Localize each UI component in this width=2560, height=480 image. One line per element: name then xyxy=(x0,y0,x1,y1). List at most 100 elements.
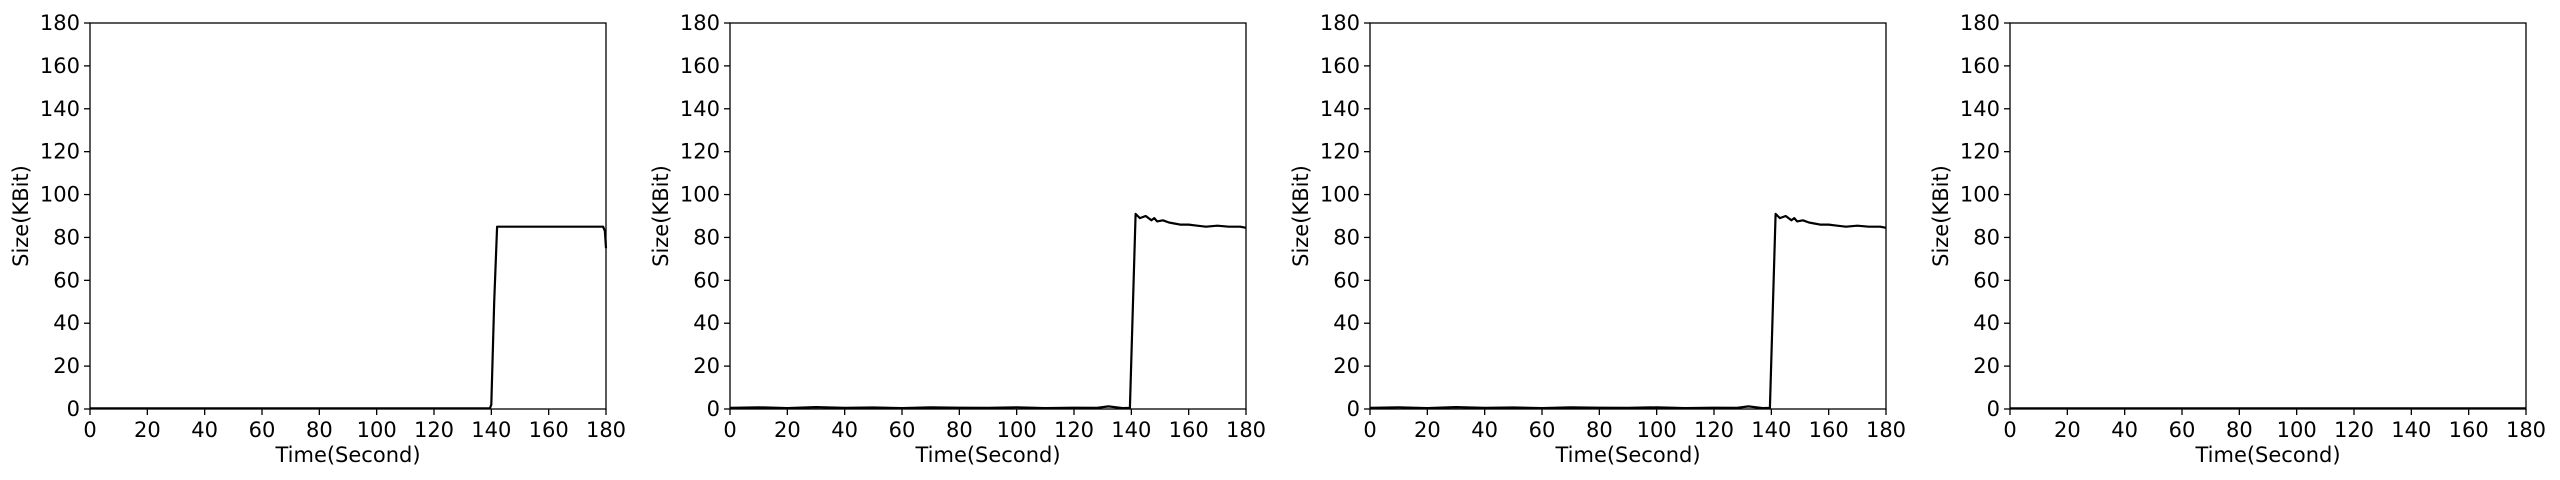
x-tick-label: 120 xyxy=(1054,418,1094,442)
y-tick-label: 120 xyxy=(40,140,80,164)
y-tick-label: 100 xyxy=(1320,183,1360,207)
x-tick-label: 20 xyxy=(774,418,801,442)
y-tick-label: 80 xyxy=(1973,225,2000,249)
x-tick-label: 140 xyxy=(2391,418,2431,442)
y-tick-label: 180 xyxy=(1960,11,2000,35)
x-tick-label: 120 xyxy=(2334,418,2374,442)
x-tick-label: 80 xyxy=(2226,418,2253,442)
y-tick-label: 20 xyxy=(693,354,720,378)
y-tick-label: 40 xyxy=(1333,311,1360,335)
y-tick-label: 80 xyxy=(693,225,720,249)
y-tick-label: 140 xyxy=(40,97,80,121)
y-tick-label: 60 xyxy=(1333,268,1360,292)
y-tick-label: 100 xyxy=(680,183,720,207)
y-axis-label: Size(KBit) xyxy=(1289,165,1313,267)
plot-frame xyxy=(89,22,607,410)
y-tick-label: 120 xyxy=(1320,140,1360,164)
y-axis-label: Size(KBit) xyxy=(1929,165,1953,267)
y-tick-label: 160 xyxy=(1960,54,2000,78)
x-tick-label: 80 xyxy=(1586,418,1613,442)
x-axis-label: Time(Second) xyxy=(2194,443,2340,467)
y-tick-label: 180 xyxy=(680,11,720,35)
y-tick-label: 160 xyxy=(40,54,80,78)
plot-frame xyxy=(2009,22,2527,410)
y-tick-label: 100 xyxy=(40,183,80,207)
x-tick-label: 160 xyxy=(2449,418,2489,442)
y-tick-label: 120 xyxy=(680,140,720,164)
y-tick-label: 0 xyxy=(1347,397,1360,421)
y-tick-label: 180 xyxy=(40,11,80,35)
x-tick-label: 60 xyxy=(249,418,276,442)
chart-panel-2: 0 20 40 60 80 100 120 140 160 180 0 20 40 60 80 100 120 1… xyxy=(649,11,1266,467)
plot-frame xyxy=(1369,22,1887,410)
x-axis-label: Time(Second) xyxy=(274,443,420,467)
y-tick-label: 140 xyxy=(1960,97,2000,121)
x-tick-label: 20 xyxy=(2054,418,2081,442)
y-tick-label: 20 xyxy=(1333,354,1360,378)
x-tick-label: 120 xyxy=(414,418,454,442)
y-tick-label: 20 xyxy=(1973,354,2000,378)
y-axis-label: Size(KBit) xyxy=(9,165,33,267)
x-tick-label: 160 xyxy=(1169,418,1209,442)
chart-panel-4: 0 20 40 60 80 100 120 140 160 180 0 20 40 60 80 100 120 1… xyxy=(1929,11,2546,467)
x-tick-label: 60 xyxy=(1529,418,1556,442)
y-axis-label: Size(KBit) xyxy=(649,165,673,267)
x-axis-label: Time(Second) xyxy=(1554,443,1700,467)
y-tick-label: 120 xyxy=(1960,140,2000,164)
x-tick-label: 60 xyxy=(2169,418,2196,442)
x-tick-label: 100 xyxy=(357,418,397,442)
x-tick-label: 40 xyxy=(831,418,858,442)
y-tick-label: 80 xyxy=(1333,225,1360,249)
x-tick-label: 140 xyxy=(1751,418,1791,442)
y-tick-label: 40 xyxy=(693,311,720,335)
x-tick-label: 180 xyxy=(1866,418,1906,442)
y-tick-label: 20 xyxy=(53,354,80,378)
y-tick-label: 80 xyxy=(53,225,80,249)
y-tick-label: 60 xyxy=(53,268,80,292)
x-tick-label: 40 xyxy=(191,418,218,442)
x-tick-label: 40 xyxy=(1471,418,1498,442)
y-tick-label: 40 xyxy=(53,311,80,335)
y-tick-label: 60 xyxy=(1973,268,2000,292)
y-tick-label: 100 xyxy=(1960,183,2000,207)
series-line-3-1 xyxy=(1369,212,1887,410)
x-tick-label: 0 xyxy=(2003,418,2016,442)
x-tick-label: 80 xyxy=(306,418,333,442)
x-tick-label: 120 xyxy=(1694,418,1734,442)
x-axis-label: Time(Second) xyxy=(914,443,1060,467)
x-tick-label: 100 xyxy=(997,418,1037,442)
y-tick-label: 60 xyxy=(693,268,720,292)
x-tick-label: 20 xyxy=(134,418,161,442)
series-line-1-1 xyxy=(90,225,608,410)
y-tick-label: 140 xyxy=(1320,97,1360,121)
x-tick-label: 180 xyxy=(1226,418,1266,442)
x-tick-label: 0 xyxy=(1363,418,1376,442)
x-tick-label: 80 xyxy=(946,418,973,442)
plot-frame xyxy=(729,22,1247,410)
y-tick-label: 140 xyxy=(680,97,720,121)
y-tick-label: 0 xyxy=(67,397,80,421)
y-tick-label: 0 xyxy=(1987,397,2000,421)
chart-panel-3: 0 20 40 60 80 100 120 140 160 180 0 20 40 60 80 100 120 1… xyxy=(1289,11,1906,467)
y-tick-label: 0 xyxy=(707,397,720,421)
x-tick-label: 20 xyxy=(1414,418,1441,442)
x-tick-label: 60 xyxy=(889,418,916,442)
y-tick-label: 160 xyxy=(1320,54,1360,78)
x-tick-label: 140 xyxy=(1111,418,1151,442)
series-line-2-1 xyxy=(729,212,1247,410)
x-tick-label: 0 xyxy=(83,418,96,442)
y-tick-label: 40 xyxy=(1973,311,2000,335)
x-tick-label: 160 xyxy=(1809,418,1849,442)
y-tick-label: 180 xyxy=(1320,11,1360,35)
x-tick-label: 0 xyxy=(723,418,736,442)
x-tick-label: 40 xyxy=(2111,418,2138,442)
x-tick-label: 180 xyxy=(2506,418,2546,442)
y-tick-label: 160 xyxy=(680,54,720,78)
x-tick-label: 180 xyxy=(586,418,626,442)
x-tick-label: 160 xyxy=(529,418,569,442)
x-tick-label: 140 xyxy=(471,418,511,442)
chart-panel-1: 0 20 40 60 80 100 120 140 160 180 0 20 40 60 80 100 120 1… xyxy=(9,11,626,467)
x-tick-label: 100 xyxy=(2277,418,2317,442)
x-tick-label: 100 xyxy=(1637,418,1677,442)
